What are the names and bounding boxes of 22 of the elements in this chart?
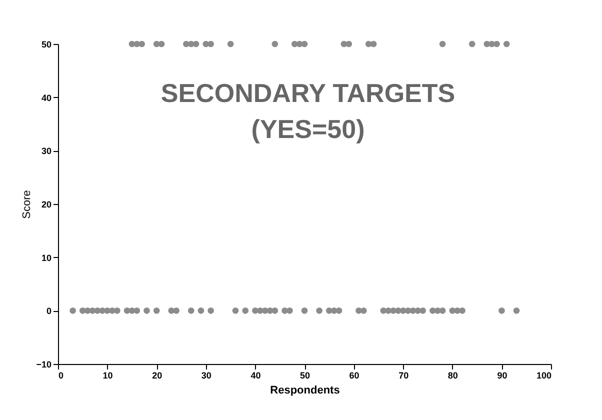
x-axis-title: Respondents <box>270 384 340 396</box>
x-tick-label: 100 <box>536 370 552 380</box>
y-tick-label: 0 <box>46 306 52 316</box>
x-tick-label: 0 <box>58 370 64 380</box>
x-tick-label: 20 <box>152 370 162 380</box>
x-tick-label: 30 <box>201 370 212 380</box>
x-tick-label: 50 <box>300 370 310 380</box>
y-tick-label: 10 <box>41 252 52 263</box>
y-tick-label: 40 <box>41 92 52 103</box>
x-tick-label: 90 <box>497 370 508 380</box>
y-tick-label: 20 <box>41 200 52 210</box>
y-tick-label: −10 <box>36 360 52 370</box>
y-tick-label: 30 <box>41 146 52 156</box>
annotation: SECONDARY TARGETS <box>160 78 456 108</box>
x-tick-label: 10 <box>102 370 113 380</box>
x-tick-label: 60 <box>349 370 360 380</box>
x-tick-label: 70 <box>398 370 409 380</box>
annotation: (YES=50) <box>251 114 365 144</box>
y-axis-title: Score <box>21 190 34 219</box>
x-tick-label: 40 <box>250 370 261 380</box>
y-tick-label: 50 <box>41 40 52 50</box>
x-tick-label: 80 <box>448 370 458 380</box>
